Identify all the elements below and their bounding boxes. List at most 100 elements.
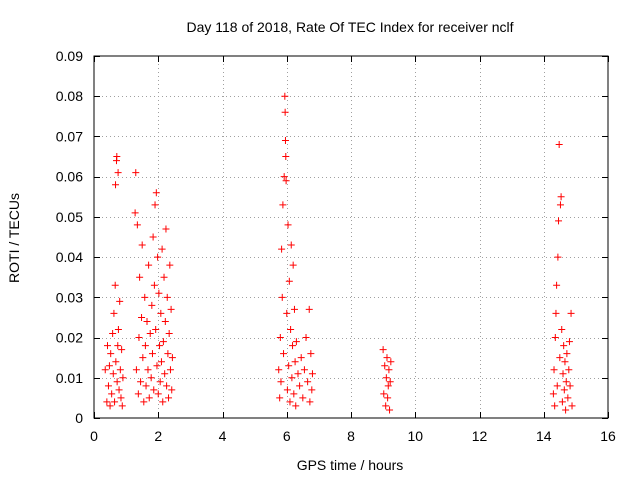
data-point-marker [567, 309, 575, 317]
data-point-marker [382, 402, 390, 410]
data-point-marker [101, 366, 109, 374]
y-tick-label: 0.03 [56, 289, 83, 305]
x-tick-label: 6 [283, 428, 291, 444]
data-point-marker [290, 390, 298, 398]
data-point-marker [137, 378, 145, 386]
data-point-marker [568, 402, 576, 410]
data-point-marker [105, 362, 113, 370]
data-point-marker [386, 406, 394, 414]
data-point-marker [554, 253, 562, 261]
data-point-marker [103, 342, 111, 350]
data-point-marker [550, 366, 558, 374]
data-point-marker [141, 342, 149, 350]
data-point-marker [296, 382, 304, 390]
data-point-marker [294, 370, 302, 378]
data-point-marker [553, 281, 561, 289]
data-point-marker [139, 354, 147, 362]
data-point-marker [285, 277, 293, 285]
data-point-marker [562, 378, 570, 386]
data-point-marker [164, 350, 172, 358]
data-point-marker [307, 350, 315, 358]
data-point-marker [552, 309, 560, 317]
data-point-marker [286, 398, 294, 406]
data-point-marker [157, 309, 165, 317]
data-point-marker [280, 350, 288, 358]
data-point-marker [381, 362, 389, 370]
data-point-marker [117, 394, 125, 402]
data-point-marker [166, 261, 174, 269]
data-point-marker [283, 386, 291, 394]
data-point-marker [138, 313, 146, 321]
x-tick-label: 16 [600, 428, 616, 444]
data-point-marker [281, 92, 289, 100]
data-point-marker [278, 293, 286, 301]
x-tick-label: 14 [536, 428, 552, 444]
data-point-marker [561, 358, 569, 366]
data-point-marker [103, 398, 111, 406]
data-point-marker [383, 354, 391, 362]
data-point-marker [111, 398, 119, 406]
data-point-marker [292, 402, 300, 410]
data-point-marker [160, 273, 168, 281]
data-point-marker [135, 334, 143, 342]
data-point-marker [109, 370, 117, 378]
data-point-marker [168, 354, 176, 362]
data-point-marker [151, 201, 159, 209]
data-point-marker [553, 382, 561, 390]
data-point-marker [284, 221, 292, 229]
y-tick-label: 0 [75, 410, 83, 426]
x-axis-tick-labels: 0 2 4 6 8 10 12 14 16 [90, 428, 616, 444]
data-point-marker [290, 305, 298, 313]
data-point-marker [308, 370, 316, 378]
data-point-marker [275, 366, 283, 374]
data-point-marker [289, 261, 297, 269]
data-point-marker [141, 293, 149, 301]
y-tick-label: 0.09 [56, 48, 83, 64]
data-point-marker [380, 390, 388, 398]
data-point-marker [384, 394, 392, 402]
data-point-marker [145, 394, 153, 402]
data-point-marker [282, 177, 290, 185]
data-point-marker [278, 245, 286, 253]
data-point-marker [140, 398, 148, 406]
data-point-marker [558, 326, 566, 334]
data-point-marker [379, 346, 387, 354]
data-point-marker [149, 233, 157, 241]
data-point-marker [288, 374, 296, 382]
data-point-marker [113, 378, 121, 386]
data-point-marker [285, 362, 293, 370]
data-point-marker [131, 209, 139, 217]
y-tick-label: 0.05 [56, 209, 83, 225]
data-point-marker [159, 398, 167, 406]
data-point-marker [287, 326, 295, 334]
data-point-marker [385, 366, 393, 374]
data-point-marker [159, 338, 167, 346]
data-point-marker [165, 330, 173, 338]
data-point-marker [557, 193, 565, 201]
x-tick-label: 8 [347, 428, 355, 444]
data-points [101, 92, 576, 414]
data-point-marker [165, 394, 173, 402]
data-point-marker [551, 402, 559, 410]
y-axis-label: ROTI / TECUs [6, 193, 22, 283]
data-point-marker [308, 386, 316, 394]
data-point-marker [555, 217, 563, 225]
data-point-marker [283, 309, 291, 317]
data-point-marker [143, 317, 151, 325]
data-point-marker [292, 338, 300, 346]
data-point-marker [281, 136, 289, 144]
data-point-marker [155, 289, 163, 297]
data-point-marker [107, 350, 115, 358]
data-point-marker [300, 366, 308, 374]
data-point-marker [551, 334, 559, 342]
y-tick-label: 0.04 [56, 249, 83, 265]
data-point-marker [158, 245, 166, 253]
data-point-marker [306, 398, 314, 406]
x-tick-label: 0 [90, 428, 98, 444]
data-point-marker [161, 317, 169, 325]
data-point-marker [289, 342, 297, 350]
data-point-marker [291, 358, 299, 366]
data-point-marker [144, 366, 152, 374]
y-tick-label: 0.07 [56, 128, 83, 144]
y-tick-label: 0.08 [56, 88, 83, 104]
